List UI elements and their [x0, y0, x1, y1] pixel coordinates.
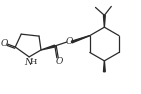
- Text: O: O: [66, 37, 73, 46]
- Text: O: O: [0, 39, 8, 48]
- Polygon shape: [103, 15, 105, 27]
- Text: H: H: [30, 58, 37, 66]
- Polygon shape: [41, 45, 55, 50]
- Text: N: N: [24, 58, 32, 67]
- Polygon shape: [103, 61, 105, 72]
- Text: O: O: [55, 57, 62, 66]
- Polygon shape: [71, 36, 90, 43]
